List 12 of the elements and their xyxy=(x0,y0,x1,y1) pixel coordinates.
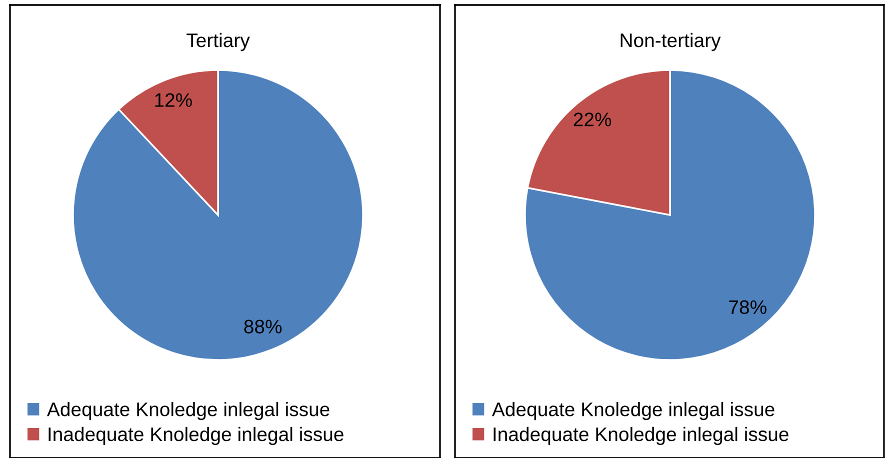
legend-label: Inadequate Knoledge inlegal issue xyxy=(48,426,344,446)
legend-label: Adequate Knoledge inlegal issue xyxy=(492,402,774,420)
pie-slice xyxy=(524,69,816,361)
data-label: 88% xyxy=(244,320,282,334)
chart-title: Non-tertiary xyxy=(620,32,721,52)
data-label: 78% xyxy=(729,300,766,314)
legend-label: Adequate Knoledge inlegal issue xyxy=(46,402,330,420)
legend-label: Inadequate Knoledge inlegal issue xyxy=(494,426,788,446)
chart-title: Tertiary xyxy=(186,32,250,52)
data-label: 22% xyxy=(574,112,612,126)
pie-slice xyxy=(72,69,364,361)
data-label: 12% xyxy=(155,93,192,107)
